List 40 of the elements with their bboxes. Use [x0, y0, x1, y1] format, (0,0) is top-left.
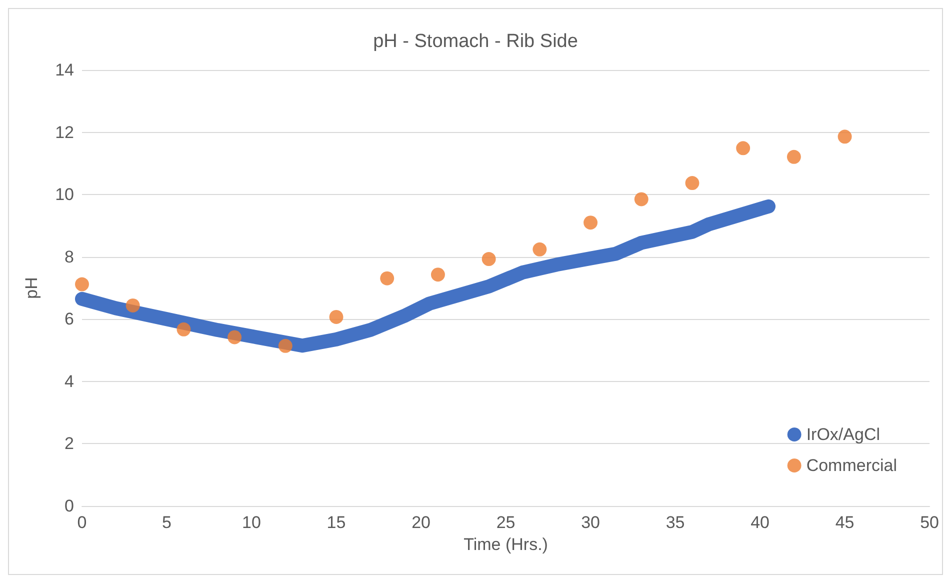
- y-tick-label: 10: [55, 185, 74, 204]
- y-tick-label: 2: [64, 434, 74, 454]
- y-tick-label: 14: [55, 60, 74, 80]
- x-tick-label: 45: [835, 513, 854, 532]
- x-tick-label: 30: [581, 513, 600, 532]
- chart-title: pH - Stomach - Rib Side: [373, 31, 578, 52]
- y-tick-label: 4: [64, 372, 74, 391]
- y-axis-title: pH: [22, 277, 41, 299]
- point: [838, 130, 852, 144]
- point: [278, 338, 292, 353]
- point: [176, 322, 191, 336]
- point: [786, 150, 801, 164]
- x-tick-label: 35: [666, 513, 685, 532]
- point: [532, 242, 547, 256]
- x-tick-label: 10: [242, 513, 261, 532]
- x-tick-label: 25: [496, 513, 516, 532]
- y-tick-label: 12: [55, 122, 74, 142]
- point: [736, 141, 750, 156]
- x-tick-label: 15: [326, 513, 346, 532]
- point: [75, 277, 89, 292]
- point: [584, 216, 598, 230]
- x-tick-label: 20: [412, 513, 430, 532]
- legend-label: IrOx/AgCl: [806, 425, 880, 444]
- x-axis-title: Time (Hrs.): [464, 535, 548, 554]
- x-tick-label: 50: [920, 513, 940, 532]
- point: [380, 271, 394, 286]
- x-tick-label: 0: [77, 513, 87, 532]
- point: [634, 192, 648, 206]
- x-tick-label: 5: [162, 513, 172, 532]
- y-tick-label: 6: [64, 310, 74, 329]
- point: [430, 268, 445, 282]
- point: [482, 252, 496, 266]
- point: [126, 298, 140, 312]
- point: [329, 310, 344, 324]
- x-tick-label: 40: [750, 513, 770, 532]
- legend-label: Commercial: [806, 456, 898, 475]
- point: [228, 330, 242, 344]
- y-tick-label: 8: [64, 247, 74, 266]
- point: [685, 176, 700, 190]
- y-tick-label: 0: [64, 496, 74, 516]
